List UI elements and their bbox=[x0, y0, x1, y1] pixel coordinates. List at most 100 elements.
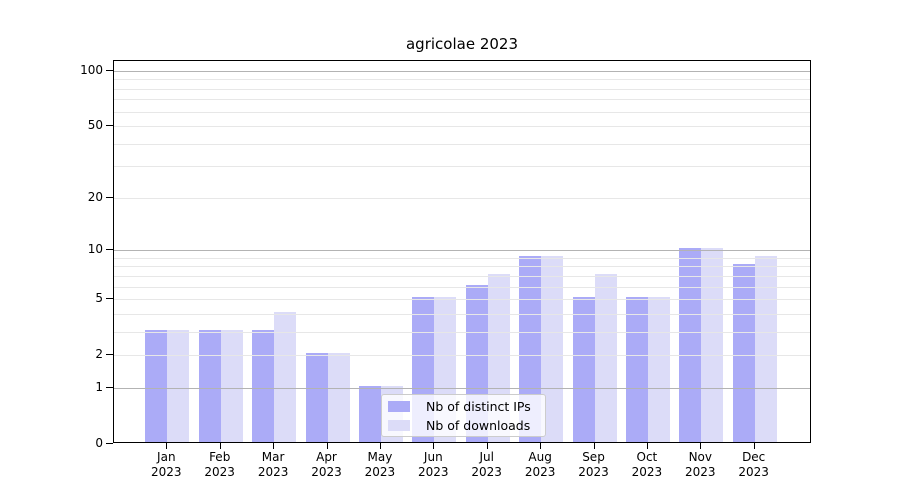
x-tick-year: 2023 bbox=[257, 465, 289, 479]
y-tick-label: 0 bbox=[95, 436, 103, 450]
x-tick-label: Aug 2023 bbox=[510, 450, 570, 480]
y-gridline-major bbox=[114, 250, 810, 252]
x-tick-label: May 2023 bbox=[350, 450, 410, 480]
x-tick-month: Apr bbox=[316, 450, 337, 464]
x-tick-year: 2023 bbox=[471, 465, 502, 479]
x-tick-year: 2023 bbox=[418, 465, 449, 479]
x-tick-month: Jan bbox=[157, 450, 176, 464]
y-gridline-minor bbox=[114, 197, 810, 199]
y-gridline-minor bbox=[114, 79, 810, 81]
x-tick-mark bbox=[646, 443, 649, 449]
x-tick-label: Jan 2023 bbox=[136, 450, 196, 480]
y-gridline-major bbox=[114, 70, 810, 72]
legend-swatch-downloads bbox=[388, 419, 410, 431]
y-tick-label: 20 bbox=[87, 189, 103, 204]
legend-item-downloads: Nb of downloads bbox=[388, 418, 537, 433]
x-tick-mark bbox=[379, 443, 382, 449]
x-tick-month: Jun bbox=[423, 450, 443, 464]
bar-distinct-ips bbox=[145, 329, 168, 442]
x-tick-label: Jun 2023 bbox=[403, 450, 463, 480]
bar-downloads bbox=[594, 273, 617, 442]
legend-item-distinct-ips: Nb of distinct IPs bbox=[388, 399, 537, 414]
x-tick-year: 2023 bbox=[524, 465, 556, 479]
plot-area: Nb of distinct IPs Nb of downloads bbox=[113, 60, 811, 443]
legend-label-distinct-ips: Nb of distinct IPs bbox=[426, 398, 531, 414]
y-tick-mark bbox=[106, 354, 113, 356]
y-gridline-minor bbox=[114, 143, 810, 145]
bar-distinct-ips bbox=[252, 329, 275, 442]
legend-label-downloads: Nb of downloads bbox=[426, 417, 531, 433]
y-tick-mark bbox=[106, 298, 113, 300]
x-tick-mark bbox=[700, 443, 702, 449]
y-tick-label: 10 bbox=[87, 242, 103, 257]
y-gridline-minor bbox=[114, 355, 810, 357]
bar-downloads bbox=[647, 297, 670, 442]
chart-title: agricolae 2023 bbox=[405, 35, 518, 53]
x-tick-label: Feb 2023 bbox=[190, 450, 250, 480]
y-gridline-minor bbox=[114, 126, 810, 128]
x-tick-label: Oct 2023 bbox=[617, 450, 677, 480]
x-tick-month: Jul bbox=[479, 450, 494, 464]
x-tick-label: Dec 2023 bbox=[724, 450, 784, 480]
x-tick-mark bbox=[593, 443, 595, 449]
x-tick-year: 2023 bbox=[631, 465, 663, 479]
y-gridline-minor bbox=[114, 99, 810, 101]
bar-downloads bbox=[220, 329, 243, 442]
bar-downloads bbox=[327, 353, 350, 442]
x-tick-year: 2023 bbox=[151, 465, 182, 479]
x-tick-month: Aug bbox=[528, 450, 552, 464]
y-tick-mark bbox=[106, 443, 113, 445]
bar-downloads bbox=[701, 248, 724, 442]
x-tick-month: Sep bbox=[582, 450, 605, 464]
bar-distinct-ips bbox=[198, 329, 221, 442]
x-tick-label: Jul 2023 bbox=[457, 450, 517, 480]
x-tick-year: 2023 bbox=[685, 465, 716, 479]
x-tick-month: Feb bbox=[209, 450, 231, 464]
x-tick-month: Oct bbox=[636, 450, 658, 464]
y-gridline-major bbox=[114, 387, 810, 389]
bar-downloads bbox=[754, 255, 777, 442]
y-tick-mark bbox=[106, 69, 113, 71]
x-tick-year: 2023 bbox=[364, 465, 396, 479]
bar-distinct-ips bbox=[732, 264, 755, 442]
x-tick-month: May bbox=[367, 450, 393, 464]
legend: Nb of distinct IPs Nb of downloads bbox=[381, 394, 546, 437]
y-gridline-minor bbox=[114, 275, 810, 277]
x-tick-label: Sep 2023 bbox=[564, 450, 624, 480]
x-tick-year: 2023 bbox=[311, 465, 342, 479]
y-tick-mark bbox=[106, 249, 113, 251]
y-gridline-minor bbox=[114, 313, 810, 315]
bar-distinct-ips bbox=[679, 248, 702, 442]
x-tick-mark bbox=[326, 443, 328, 449]
x-tick-month: Mar bbox=[261, 450, 285, 464]
y-tick-mark bbox=[106, 386, 113, 389]
y-gridline-minor bbox=[114, 257, 810, 259]
x-tick-mark bbox=[540, 443, 542, 449]
x-tick-year: 2023 bbox=[204, 465, 235, 479]
y-gridline-minor bbox=[114, 88, 810, 90]
bar-downloads bbox=[274, 311, 297, 442]
y-tick-mark bbox=[106, 125, 113, 127]
y-gridline-minor bbox=[114, 166, 810, 168]
x-tick-label: Mar 2023 bbox=[243, 450, 303, 480]
x-tick-mark bbox=[753, 443, 755, 449]
y-gridline-minor bbox=[114, 111, 810, 113]
x-tick-year: 2023 bbox=[578, 465, 609, 479]
bar-distinct-ips bbox=[305, 353, 328, 442]
y-gridline-minor bbox=[114, 286, 810, 288]
x-tick-label: Nov 2023 bbox=[670, 450, 730, 480]
x-tick-year: 2023 bbox=[738, 465, 769, 479]
x-tick-mark bbox=[219, 443, 221, 449]
x-tick-month: Dec bbox=[742, 450, 766, 464]
y-tick-label: 1 bbox=[95, 379, 103, 394]
legend-swatch-distinct-ips bbox=[388, 400, 410, 412]
bar-downloads bbox=[167, 329, 190, 442]
bar-downloads bbox=[541, 255, 564, 442]
y-gridline-minor bbox=[114, 331, 810, 333]
x-tick-mark bbox=[273, 443, 275, 449]
bar-distinct-ips bbox=[572, 297, 595, 442]
y-tick-label: 5 bbox=[95, 291, 103, 306]
y-tick-label: 50 bbox=[87, 118, 103, 133]
y-gridline-minor bbox=[114, 299, 810, 301]
